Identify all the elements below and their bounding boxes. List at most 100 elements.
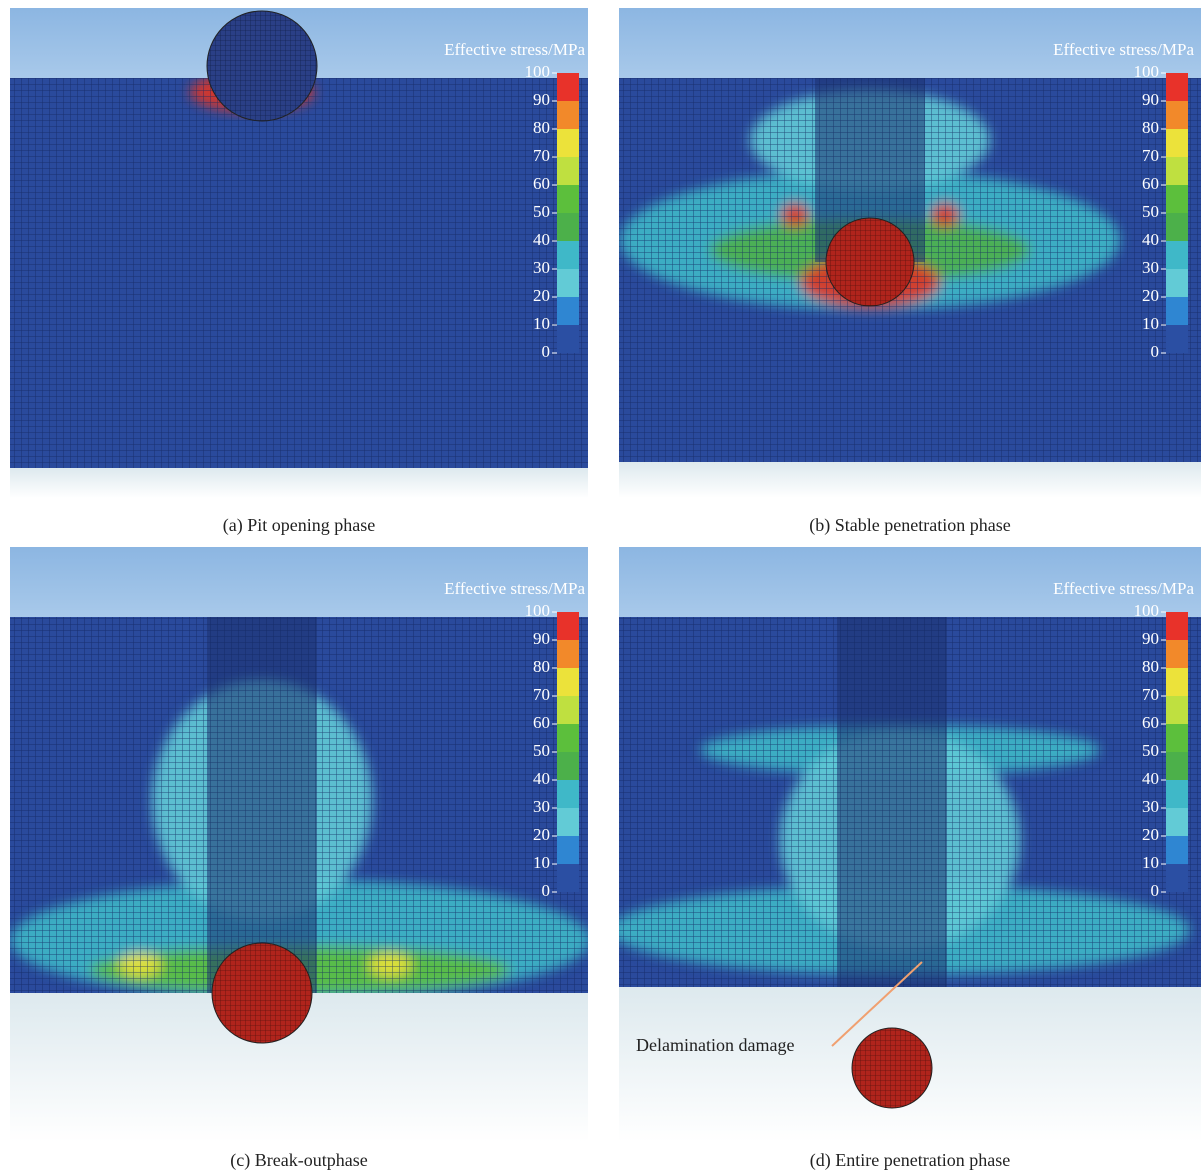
- colorbar-tick-label: 70: [1142, 146, 1159, 165]
- colorbar-segment: [1166, 297, 1188, 325]
- mesh: [10, 78, 588, 468]
- colorbar-tick-label: 60: [1142, 713, 1159, 732]
- colorbar-tick-label: 80: [533, 657, 550, 676]
- colorbar-tick-label: 0: [542, 342, 551, 361]
- colorbar-segment: [1166, 269, 1188, 297]
- colorbar-tick-label: 90: [1142, 90, 1159, 109]
- colorbar-segment: [1166, 73, 1188, 101]
- colorbar-tick-label: 30: [533, 797, 550, 816]
- colorbar-segment: [557, 325, 579, 353]
- colorbar-segment: [557, 808, 579, 836]
- colorbar-tick-label: 50: [1142, 741, 1159, 760]
- colorbar-tick-label: 10: [1142, 314, 1159, 333]
- colorbar-tick-label: 70: [533, 146, 550, 165]
- colorbar-tick-label: 60: [1142, 174, 1159, 193]
- figure: Effective stress/MPa10090807060504030201…: [0, 0, 1201, 1174]
- colorbar-segment: [1166, 808, 1188, 836]
- colorbar-segment: [1166, 185, 1188, 213]
- colorbar-segment: [557, 640, 579, 668]
- colorbar-tick-label: 40: [1142, 769, 1159, 788]
- floor: [619, 462, 1201, 498]
- colorbar-segment: [557, 297, 579, 325]
- colorbar-tick-label: 100: [1134, 601, 1160, 620]
- mesh: [10, 617, 588, 993]
- colorbar-segment: [1166, 640, 1188, 668]
- colorbar-segment: [557, 157, 579, 185]
- panel-caption: (b) Stable penetration phase: [809, 515, 1010, 536]
- colorbar-segment: [1166, 864, 1188, 892]
- colorbar-segment: [1166, 213, 1188, 241]
- colorbar-tick-label: 50: [533, 202, 550, 221]
- colorbar-segment: [557, 668, 579, 696]
- colorbar-segment: [557, 752, 579, 780]
- colorbar-segment: [557, 213, 579, 241]
- colorbar-segment: [1166, 780, 1188, 808]
- colorbar-tick-label: 70: [1142, 685, 1159, 704]
- colorbar-segment: [1166, 696, 1188, 724]
- colorbar-tick-label: 0: [1151, 342, 1160, 361]
- colorbar-title: Effective stress/MPa: [444, 40, 585, 59]
- colorbar-segment: [557, 612, 579, 640]
- colorbar-tick-label: 60: [533, 174, 550, 193]
- projectile-mesh: [212, 943, 312, 1043]
- colorbar-tick-label: 20: [1142, 825, 1159, 844]
- colorbar-tick-label: 30: [533, 258, 550, 277]
- colorbar-segment: [1166, 157, 1188, 185]
- colorbar-tick-label: 90: [533, 90, 550, 109]
- panel: Effective stress/MPa10090807060504030201…: [10, 8, 588, 536]
- colorbar-tick-label: 20: [533, 286, 550, 305]
- colorbar-segment: [557, 864, 579, 892]
- colorbar-tick-label: 40: [533, 230, 550, 249]
- colorbar-tick-label: 90: [533, 629, 550, 648]
- panel: Effective stress/MPa10090807060504030201…: [10, 547, 590, 1171]
- colorbar-tick-label: 40: [533, 769, 550, 788]
- panel: Effective stress/MPa10090807060504030201…: [610, 547, 1201, 1171]
- colorbar-tick-label: 30: [1142, 258, 1159, 277]
- mesh: [619, 617, 1201, 987]
- colorbar-tick-label: 50: [1142, 202, 1159, 221]
- colorbar-segment: [1166, 724, 1188, 752]
- colorbar-segment: [1166, 101, 1188, 129]
- colorbar-title: Effective stress/MPa: [1053, 579, 1194, 598]
- floor: [10, 468, 588, 498]
- colorbar-tick-label: 100: [1134, 62, 1160, 81]
- colorbar-tick-label: 80: [1142, 657, 1159, 676]
- colorbar-segment: [557, 101, 579, 129]
- colorbar-tick-label: 60: [533, 713, 550, 732]
- colorbar-segment: [557, 185, 579, 213]
- colorbar-title: Effective stress/MPa: [1053, 40, 1194, 59]
- panel-caption: (a) Pit opening phase: [223, 515, 375, 536]
- colorbar-segment: [1166, 612, 1188, 640]
- panel: Effective stress/MPa10090807060504030201…: [619, 8, 1201, 536]
- colorbar-tick-label: 20: [1142, 286, 1159, 305]
- colorbar-tick-label: 20: [533, 825, 550, 844]
- colorbar-segment: [1166, 129, 1188, 157]
- colorbar-segment: [557, 269, 579, 297]
- panel-caption: (d) Entire penetration phase: [810, 1150, 1010, 1171]
- colorbar-tick-label: 50: [533, 741, 550, 760]
- projectile-mesh: [852, 1028, 932, 1108]
- colorbar-segment: [1166, 241, 1188, 269]
- colorbar-segment: [557, 780, 579, 808]
- projectile-mesh: [207, 11, 317, 121]
- colorbar-tick-label: 80: [533, 118, 550, 137]
- colorbar-segment: [1166, 668, 1188, 696]
- page: Effective stress/MPa10090807060504030201…: [0, 0, 1201, 1174]
- colorbar-tick-label: 90: [1142, 629, 1159, 648]
- colorbar-tick-label: 0: [542, 881, 551, 900]
- colorbar-segment: [557, 724, 579, 752]
- colorbar-tick-label: 0: [1151, 881, 1160, 900]
- colorbar-segment: [1166, 752, 1188, 780]
- colorbar-tick-label: 10: [533, 853, 550, 872]
- annotation: Delamination damage: [636, 1035, 794, 1055]
- colorbar-tick-label: 100: [525, 62, 551, 81]
- colorbar-tick-label: 80: [1142, 118, 1159, 137]
- colorbar-segment: [557, 241, 579, 269]
- colorbar-tick-label: 100: [525, 601, 551, 620]
- colorbar-segment: [557, 696, 579, 724]
- colorbar-segment: [557, 836, 579, 864]
- colorbar-segment: [1166, 325, 1188, 353]
- colorbar-segment: [557, 129, 579, 157]
- colorbar-tick-label: 10: [1142, 853, 1159, 872]
- colorbar-segment: [557, 73, 579, 101]
